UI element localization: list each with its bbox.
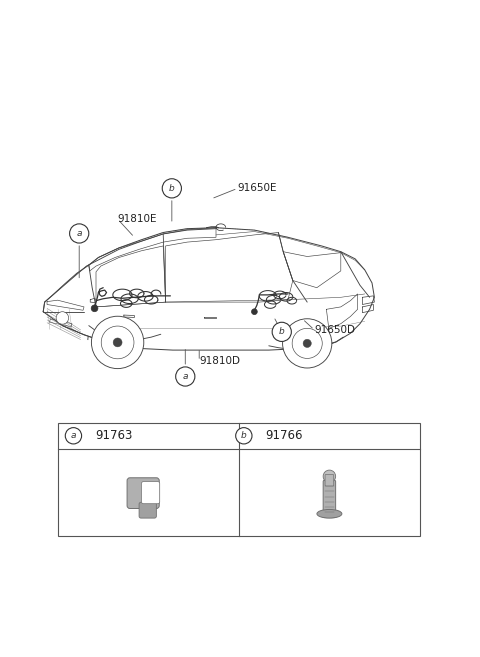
- Text: a: a: [76, 229, 82, 238]
- Polygon shape: [283, 252, 341, 288]
- Polygon shape: [43, 228, 374, 350]
- Circle shape: [176, 367, 195, 386]
- FancyBboxPatch shape: [323, 480, 336, 518]
- Polygon shape: [124, 315, 134, 317]
- FancyBboxPatch shape: [325, 474, 334, 486]
- Circle shape: [65, 428, 82, 444]
- Text: 91810E: 91810E: [118, 214, 157, 224]
- Circle shape: [91, 305, 98, 311]
- FancyBboxPatch shape: [139, 502, 156, 518]
- Bar: [58, 423, 420, 536]
- Circle shape: [323, 470, 336, 483]
- Text: 91650D: 91650D: [314, 325, 355, 335]
- Circle shape: [236, 428, 252, 444]
- Polygon shape: [166, 233, 293, 302]
- FancyBboxPatch shape: [127, 478, 159, 509]
- FancyBboxPatch shape: [142, 482, 160, 504]
- Text: 91650E: 91650E: [238, 183, 277, 193]
- Text: a: a: [71, 431, 76, 440]
- Text: 91810D: 91810D: [199, 356, 240, 366]
- Text: 91766: 91766: [265, 429, 303, 442]
- Circle shape: [303, 339, 312, 348]
- Circle shape: [252, 309, 257, 315]
- Circle shape: [91, 316, 144, 369]
- Text: a: a: [182, 372, 188, 381]
- Text: b: b: [279, 327, 285, 336]
- Circle shape: [162, 179, 181, 198]
- Text: b: b: [241, 431, 247, 440]
- Polygon shape: [326, 294, 358, 328]
- Circle shape: [272, 323, 291, 342]
- Circle shape: [70, 224, 89, 243]
- Circle shape: [56, 311, 69, 324]
- Polygon shape: [204, 317, 216, 319]
- Polygon shape: [96, 246, 166, 307]
- Polygon shape: [90, 298, 97, 303]
- Text: b: b: [169, 184, 175, 193]
- Text: 91763: 91763: [95, 429, 132, 442]
- Circle shape: [283, 319, 332, 368]
- Circle shape: [113, 338, 122, 347]
- Ellipse shape: [317, 509, 342, 518]
